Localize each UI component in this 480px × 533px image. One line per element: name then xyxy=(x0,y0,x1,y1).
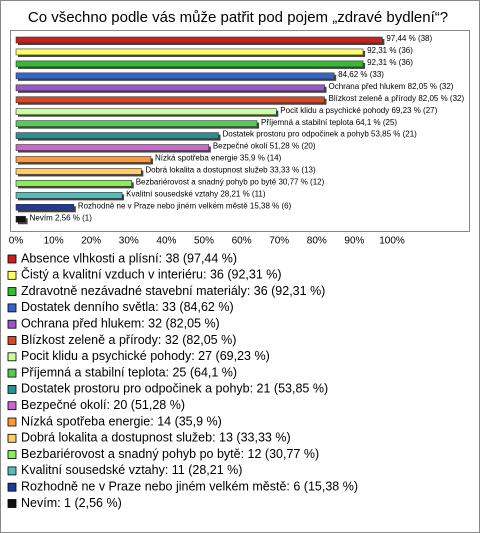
legend-marker xyxy=(7,499,17,508)
plot: 97,44 % (38) 92,31 % (36) 92,31 % (36) 84,6… xyxy=(15,34,465,225)
bar xyxy=(15,36,383,44)
legend-marker xyxy=(7,368,17,378)
value-label: Bezbariérovost a snadný pohyb po bytě 30… xyxy=(136,178,325,187)
legend-marker xyxy=(7,352,17,362)
bar xyxy=(15,84,325,92)
legend-marker xyxy=(7,319,17,329)
legend-marker xyxy=(7,270,17,280)
x-tick-label: 80% xyxy=(307,236,327,247)
legend-label: Bezbariérovost a snadný pohyb po bytě: 1… xyxy=(21,447,319,461)
x-tick-label: 40% xyxy=(156,236,176,247)
legend-marker xyxy=(7,336,17,345)
legend-label: Kvalitní sousedské vztahy: 11 (28,21 %) xyxy=(21,463,242,477)
legend-marker xyxy=(7,433,17,443)
legend-label: Příjemná a stabilní teplota: 25 (64,1 %) xyxy=(21,365,237,379)
legend-label: Blízkost zeleně a přírody: 32 (82,05 %) xyxy=(21,333,236,347)
bar xyxy=(15,120,258,127)
value-label: Nízká spotřeba energie 35,9 % (14) xyxy=(155,154,282,163)
value-label: Příjemná a stabilní teplota 64,1 % (25) xyxy=(261,118,397,127)
bar xyxy=(15,132,219,139)
legend-label: Ochrana před hlukem: 32 (82,05 %) xyxy=(21,316,220,330)
bar xyxy=(15,72,335,80)
bar xyxy=(15,192,123,199)
value-label: Ochrana před hlukem 82,05 % (32) xyxy=(329,82,454,91)
legend-marker xyxy=(7,384,17,394)
bar xyxy=(15,204,75,211)
legend-label: Dostatek denního světla: 33 (84,62 %) xyxy=(21,300,234,314)
value-label: 84,62 % (33) xyxy=(338,70,384,79)
legend-marker xyxy=(7,254,17,264)
bar xyxy=(15,144,210,151)
bar xyxy=(15,156,152,163)
legend-marker xyxy=(7,401,17,411)
legend-marker xyxy=(7,466,17,476)
bar xyxy=(15,60,364,68)
value-label: Blízkost zeleně a přírody 82,05 % (32) xyxy=(329,94,465,103)
value-label: Nevím 2,56 % (1) xyxy=(30,213,93,222)
bar xyxy=(15,108,277,115)
legend-label: Bezpečné okolí: 20 (51,28 %) xyxy=(21,398,185,412)
x-tick-label: 60% xyxy=(232,236,252,247)
legend-label: Pocit klidu a psychické pohody: 27 (69,2… xyxy=(21,349,270,363)
x-tick-label: 20% xyxy=(81,236,101,247)
legend-marker xyxy=(7,417,17,427)
legend-marker xyxy=(7,450,17,460)
value-label: Bezpečné okolí 51,28 % (20) xyxy=(213,142,316,151)
legend-label: Čistý a kvalitní vzduch v interiéru: 36 … xyxy=(21,267,282,282)
legend-label: Rozhodně ne v Praze nebo jiném velkém mě… xyxy=(21,479,358,493)
chart-title: Co všechno podle vás může patřit pod poj… xyxy=(28,9,448,26)
x-tick-label: 50% xyxy=(194,236,214,247)
value-label: Kvalitní sousedské vztahy 28,21 % (11) xyxy=(126,189,266,198)
x-tick-label: 10% xyxy=(44,236,64,247)
bar xyxy=(15,180,132,187)
legend-label: Nízká spotřeba energie: 14 (35,9 %) xyxy=(21,414,222,428)
x-tick-label: 90% xyxy=(344,236,364,247)
value-label: Rozhodně ne v Praze nebo jiném velkém mě… xyxy=(78,201,292,210)
x-tick-label: 70% xyxy=(269,236,289,247)
value-label: 97,44 % (38) xyxy=(386,34,432,43)
bar xyxy=(15,215,26,223)
legend-label: Nevím: 1 (2,56 %) xyxy=(21,496,122,510)
value-label: 92,31 % (36) xyxy=(367,46,413,55)
legend-label: Absence vlhkosti a plísní: 38 (97,44 %) xyxy=(21,251,237,265)
x-tick-label: 30% xyxy=(119,236,139,247)
legend-label: Zdravotně nezávadné stavební materiály: … xyxy=(21,284,325,298)
legend-label: Dobrá lokalita a dostupnost služeb: 13 (… xyxy=(21,431,291,445)
value-label: Dostatek prostoru pro odpočinek a pohyb … xyxy=(222,130,417,139)
value-label: Dobrá lokalita a dostupnost služeb 33,33… xyxy=(145,166,316,175)
bar xyxy=(15,96,325,104)
bar xyxy=(15,48,364,56)
value-label: 92,31 % (36) xyxy=(367,58,413,67)
legend-marker xyxy=(7,303,17,313)
legend-label: Dostatek prostoru pro odpočinek a pohyb:… xyxy=(21,382,328,396)
x-tick-label: 100% xyxy=(379,236,405,247)
x-tick-label: 0% xyxy=(9,236,24,247)
value-label: Pocit klidu a psychické pohody 69,23 % (… xyxy=(280,106,437,115)
bar xyxy=(15,168,142,175)
legend-marker xyxy=(7,287,17,297)
legend-marker xyxy=(7,482,17,492)
